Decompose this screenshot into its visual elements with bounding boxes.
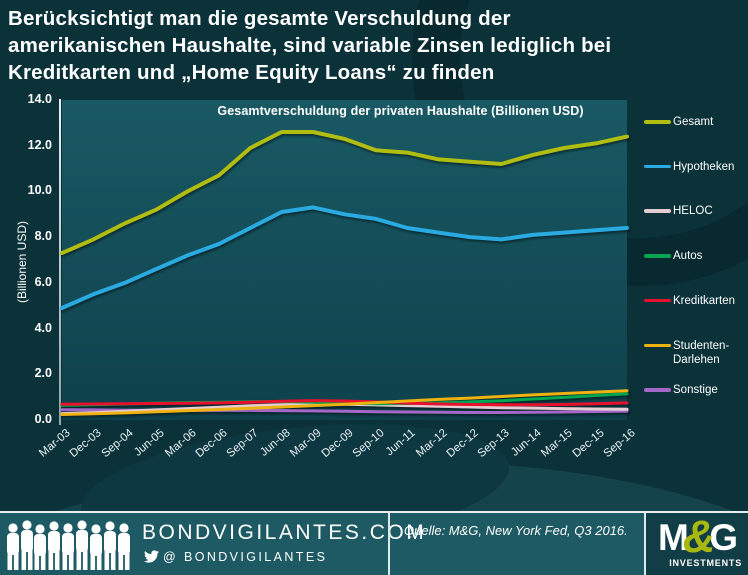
person-silhouette <box>48 521 60 570</box>
slide-title-line: Kreditkarten und „Home Equity Loans“ zu … <box>8 61 495 84</box>
y-tick-label: 0.0 <box>34 412 52 426</box>
chart-title: Gesamtverschuldung der privaten Haushalt… <box>217 104 584 118</box>
legend-label: Hypotheken <box>673 160 735 173</box>
footer-divider <box>388 513 390 575</box>
slide-title-line: Berücksichtigt man die gesamte Verschuld… <box>8 7 511 30</box>
legend-label: Sonstige <box>673 384 718 397</box>
mg-logo-text: M&G <box>657 511 738 562</box>
slide-title-line: amerikanischen Haushalte, sind variable … <box>8 34 612 57</box>
y-tick-label: 4.0 <box>34 320 52 335</box>
y-tick-label: 6.0 <box>34 274 52 289</box>
person-silhouette <box>76 520 88 570</box>
y-tick-label: 8.0 <box>34 229 52 244</box>
mg-logo: M&G INVESTMENTS <box>646 513 748 575</box>
legend-swatch <box>644 298 671 303</box>
source-note: Quelle: M&G, New York Fed, Q3 2016. <box>404 523 628 538</box>
legend-item-heloc: HELOC <box>644 204 747 218</box>
y-tick-label: 12.0 <box>27 137 52 152</box>
person-silhouette <box>34 524 46 570</box>
legend-swatch <box>644 209 671 213</box>
legend-label: Studenten-Darlehen <box>673 339 730 366</box>
person-silhouette <box>90 524 102 570</box>
twitter-icon <box>144 550 159 563</box>
legend-label: Kreditkarten <box>673 294 736 307</box>
twitter-handle: @ BONDVIGILANTES <box>163 549 328 564</box>
website-url: BONDVIGILANTES.COM <box>142 521 427 544</box>
y-tick-label: 14.0 <box>27 92 52 106</box>
y-axis-line <box>59 99 61 425</box>
crowd-icon <box>7 520 130 570</box>
legend-item-autos: Autos <box>644 249 747 263</box>
legend-item-sonstige: Sonstige <box>644 383 747 397</box>
y-tick-label: 2.0 <box>34 366 52 381</box>
footer-banner: BONDVIGILANTES.COM @ BONDVIGILANTES Quel… <box>0 513 748 575</box>
legend-item-kreditkarten: Kreditkarten <box>644 294 747 308</box>
legend-swatch <box>644 120 671 124</box>
legend-label: Autos <box>673 250 703 263</box>
legend-swatch <box>644 388 671 392</box>
legend-item-studenten-darlehen: Studenten-Darlehen <box>644 339 747 367</box>
footer-divider <box>644 513 646 575</box>
mg-logo-ampersand: & <box>682 511 715 562</box>
legend-item-hypotheken: Hypotheken <box>644 160 747 174</box>
legend-label: HELOC <box>673 205 713 218</box>
mg-logo-subtitle: INVESTMENTS <box>669 558 742 568</box>
legend-label: Gesamt <box>673 116 714 128</box>
person-silhouette <box>21 520 33 570</box>
series-line-kreditkarten <box>60 399 629 407</box>
series-line-studenten-darlehen <box>60 389 629 416</box>
y-tick-label: 10.0 <box>27 183 52 198</box>
y-axis-title: (Billionen USD) <box>15 220 29 304</box>
footer-separator-line <box>0 511 748 513</box>
line-chart <box>60 130 629 416</box>
slide-title: Berücksichtigt man die gesamte Verschuld… <box>8 5 732 86</box>
legend-swatch <box>644 343 671 347</box>
series-line-hypotheken <box>60 205 629 310</box>
person-silhouette <box>7 523 19 570</box>
legend-swatch <box>644 164 671 169</box>
series-line-gesamt <box>60 130 629 256</box>
person-silhouette <box>118 523 130 570</box>
person-silhouette <box>62 523 74 570</box>
legend-item-gesamt: Gesamt <box>644 115 747 129</box>
twitter-row: @ BONDVIGILANTES <box>144 549 327 564</box>
person-silhouette <box>104 521 116 570</box>
legend-swatch <box>644 254 671 258</box>
